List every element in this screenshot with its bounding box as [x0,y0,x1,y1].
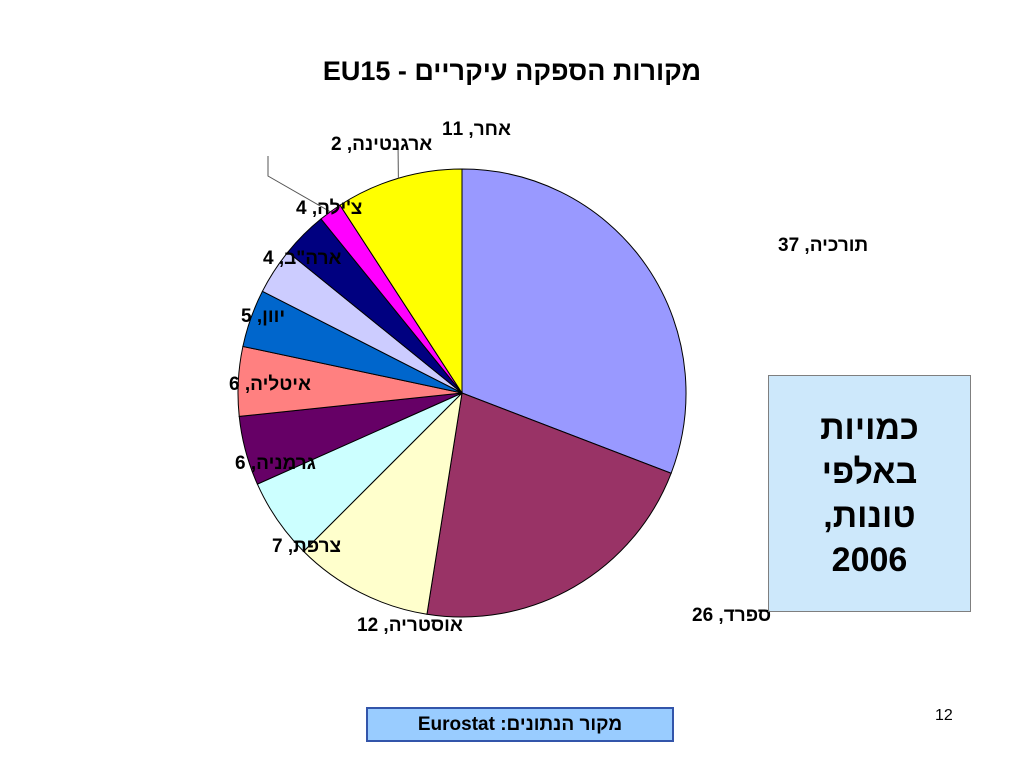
pie-slice-1 [426,392,672,618]
note-box: כמויות באלפי טונות, 2006 [768,375,971,612]
data-label-1: ספרד, 26 [692,605,771,626]
page-number: 12 [935,707,953,724]
source-label: מקור הנתונים: Eurostat [417,713,623,735]
note-text: כמויות באלפי טונות, 2006 [820,408,919,579]
leader-line-9 [267,156,331,213]
data-label-9: ארגנטינה, 2 [331,134,432,155]
data-label-3: צרפת, 7 [272,536,341,557]
data-label-5: איטליה, 6 [229,374,311,395]
data-labels: תורכיה, 37 ספרד, 26 אוסטריה, 12 צרפת, 7 גרמנ… [229,119,868,636]
pie-slice-2 [302,391,463,615]
data-label-7: ארה"ב, 4 [263,248,342,269]
data-label-0: תורכיה, 37 [778,235,868,256]
data-label-10: אחר, 11 [442,119,511,140]
pie-slices [237,168,687,618]
pie-slice-0 [461,168,687,474]
chart-title: מקורות הספקה עיקריים - EU15 [322,56,702,86]
data-label-4: גרמניה, 6 [235,453,316,474]
pie-slice-10 [339,168,463,395]
data-label-8: צ'ילה, 4 [296,198,362,219]
data-label-2: אוסטריה, 12 [357,615,463,636]
data-label-6: יוון, 5 [241,306,285,327]
source-box: מקור הנתונים: Eurostat [366,707,674,742]
leader-lines [267,141,399,213]
